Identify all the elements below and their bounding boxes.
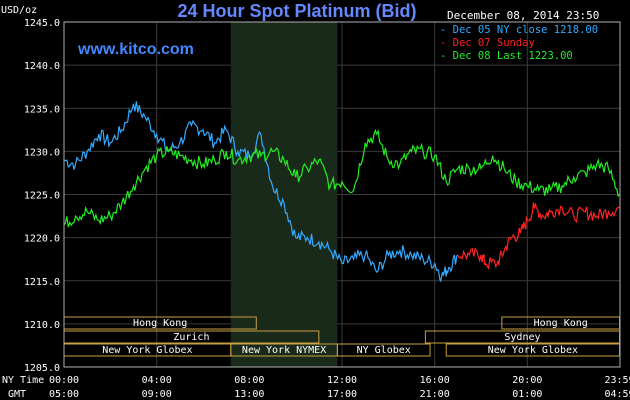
y-tick-label: 1205.0 <box>24 363 60 374</box>
session-label: New York NYMEX <box>242 345 326 356</box>
y-axis-label: USD/oz <box>1 5 37 16</box>
session-label: New York Globex <box>102 345 192 356</box>
x-tick-ny: 16:00 <box>420 375 450 386</box>
y-tick-label: 1245.0 <box>24 18 60 29</box>
y-tick-label: 1210.0 <box>24 320 60 331</box>
x-tick-ny: 00:00 <box>49 375 79 386</box>
x-tick-gmt: 01:00 <box>512 389 542 400</box>
watermark-url: www.kitco.com <box>77 41 194 58</box>
legend-entry: - Dec 07 Sunday <box>440 37 535 49</box>
session-bar <box>336 343 431 357</box>
session-label: NY Globex <box>357 345 411 356</box>
x-tick-gmt: 04:59 <box>604 389 630 400</box>
x-tick-ny: 04:00 <box>142 375 172 386</box>
y-tick-label: 1240.0 <box>24 61 60 72</box>
legend-entry: - Dec 05 NY close 1218.00 <box>440 24 598 36</box>
session-label: New York Globex <box>488 345 578 356</box>
y-tick-label: 1230.0 <box>24 147 60 158</box>
x-axis-ticks: 00:00 04:00 08:00 12:00 16:00 20:00 23:59 05:00… <box>49 375 630 400</box>
x-tick-gmt: 13:00 <box>234 389 264 400</box>
chart-title: 24 Hour Spot Platinum (Bid) <box>177 1 416 21</box>
y-tick-label: 1215.0 <box>24 277 60 288</box>
session-label: Zurich <box>173 332 209 343</box>
x-tick-gmt: 09:00 <box>142 389 172 400</box>
x-tick-gmt: 21:00 <box>420 389 450 400</box>
session-label: Hong Kong <box>534 318 588 329</box>
series-line <box>63 101 459 283</box>
x-tick-gmt: 05:00 <box>49 389 79 400</box>
x-tick-ny: 12:00 <box>327 375 357 386</box>
series-lines <box>63 101 620 283</box>
highlight-band <box>230 22 338 367</box>
legend-entry: - Dec 08 Last 1223.00 <box>440 50 573 62</box>
session-label: Hong Kong <box>133 318 187 329</box>
x-axis-gmt-label: GMT <box>8 389 26 400</box>
legend: - Dec 05 NY close 1218.00- Dec 07 Sunday… <box>440 24 598 62</box>
series-line <box>63 128 620 228</box>
x-tick-ny: 20:00 <box>512 375 542 386</box>
plot-frame <box>63 21 621 368</box>
timestamp: December 08, 2014 23:50 <box>447 9 599 22</box>
x-axis-ny-label: NY Time <box>2 375 44 386</box>
y-tick-label: 1235.0 <box>24 104 60 115</box>
y-tick-label: 1220.0 <box>24 234 60 245</box>
trading-highlight-band <box>230 22 338 367</box>
x-tick-ny: 08:00 <box>234 375 264 386</box>
y-tick-label: 1225.0 <box>24 191 60 202</box>
y-axis-ticks: 1245.0 1240.0 1235.0 1230.0 1225.0 1220.0 1215… <box>24 18 60 374</box>
session-label: Sydney <box>504 332 540 343</box>
x-tick-gmt: 17:00 <box>327 389 357 400</box>
x-tick-ny: 23:59 <box>604 375 630 386</box>
series-line <box>457 202 620 270</box>
